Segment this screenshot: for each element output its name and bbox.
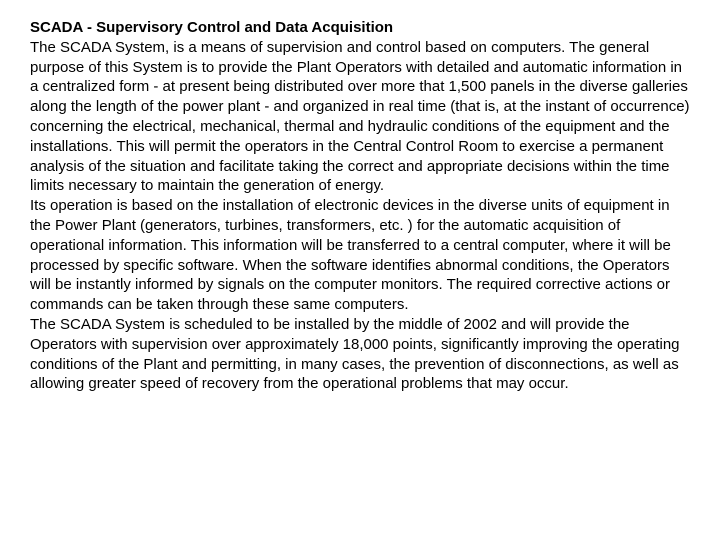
paragraph-1: The SCADA System, is a means of supervis… bbox=[30, 39, 690, 195]
paragraph-2: Its operation is based on the installati… bbox=[30, 197, 671, 313]
document-heading: SCADA - Supervisory Control and Data Acq… bbox=[30, 19, 393, 36]
document-page: SCADA - Supervisory Control and Data Acq… bbox=[0, 0, 720, 540]
paragraph-3: The SCADA System is scheduled to be inst… bbox=[30, 316, 680, 392]
